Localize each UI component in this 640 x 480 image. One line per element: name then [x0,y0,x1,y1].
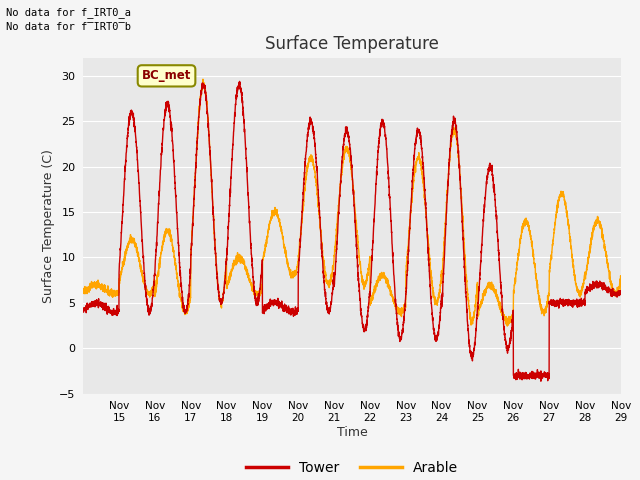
Text: No data for f̅IRT0̅b: No data for f̅IRT0̅b [6,22,131,32]
Arable [79,289,87,295]
Line: Tower: Tower [83,82,621,381]
Tower [472,324,480,329]
Tower [617,288,625,294]
Text: BC_met: BC_met [142,70,191,83]
Tower [443,205,451,211]
Arable [616,279,624,285]
Arable [504,323,511,329]
Arable [199,76,207,82]
Text: No data for f_IRT0_a: No data for f_IRT0_a [6,7,131,18]
Title: Surface Temperature: Surface Temperature [265,35,439,53]
Tower [236,79,243,84]
Y-axis label: Surface Temperature (C): Surface Temperature (C) [42,149,55,302]
Arable [617,288,625,293]
Tower [537,378,545,384]
Tower [332,259,340,265]
Tower [503,344,511,349]
Arable [176,292,184,298]
Tower [79,307,87,312]
X-axis label: Time: Time [337,426,367,439]
Arable [443,200,451,205]
Arable [332,233,340,239]
Arable [472,293,480,299]
Tower [176,264,184,270]
Tower [616,292,624,298]
Legend: Tower, Arable: Tower, Arable [241,456,463,480]
Line: Arable: Arable [83,79,621,326]
Arable [503,317,511,323]
